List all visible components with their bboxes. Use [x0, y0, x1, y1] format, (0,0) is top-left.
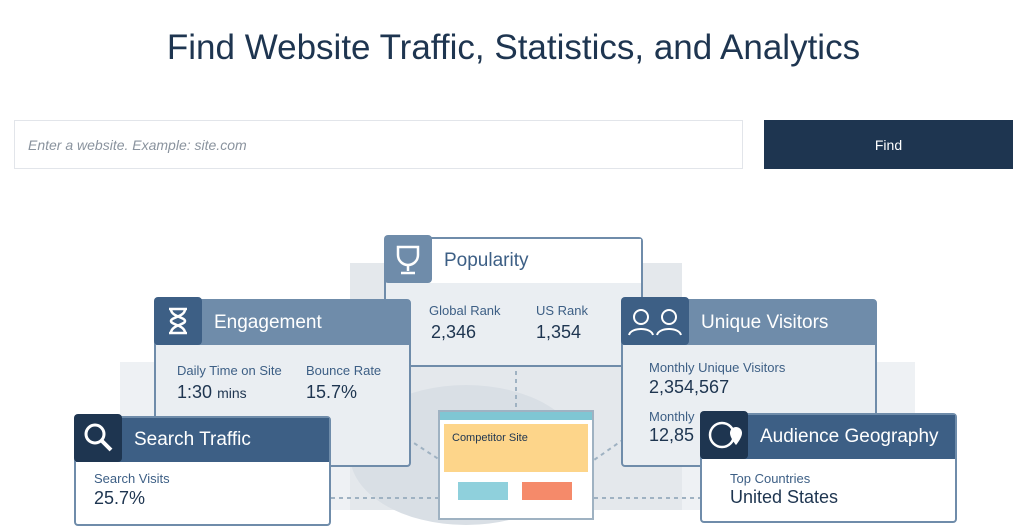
- icon: [384, 235, 432, 283]
- stat-value: 1,354: [536, 322, 582, 342]
- search-traffic-card: Search Traffic Search Visits 25.7%: [74, 414, 331, 526]
- stat-value: 1:30: [177, 382, 213, 402]
- stat-label: Top Countries: [730, 471, 811, 486]
- stat-value: United States: [730, 487, 839, 507]
- search-input[interactable]: [14, 120, 743, 169]
- stat-label: Monthly: [649, 409, 695, 424]
- stat-label: Search Visits: [94, 471, 170, 486]
- stat-label: Daily Time on Site: [177, 363, 282, 378]
- stat-label: Global Rank: [429, 303, 501, 318]
- stat-unit: mins: [217, 385, 247, 401]
- stat-value: 2,346: [431, 322, 477, 342]
- competitor-site: Competitor Site: [438, 410, 594, 520]
- icon: [74, 414, 122, 462]
- audience-geography-card: Audience Geography Top Countries United …: [700, 411, 957, 523]
- stat-label: Monthly Unique Visitors: [649, 360, 786, 375]
- stat-value: 15.7%: [306, 382, 358, 402]
- popularity-card: Popularity Global Rank 2,346 US Rank 1,3…: [384, 235, 643, 367]
- page-title: Find Website Traffic, Statistics, and An…: [166, 28, 861, 67]
- stat-label: US Rank: [536, 303, 589, 318]
- stat-value: 12,85: [649, 425, 695, 445]
- find-button[interactable]: Find: [764, 120, 1013, 169]
- icon: [154, 297, 202, 345]
- stat-label: Bounce Rate: [306, 363, 382, 378]
- stat-value: 1:30 mins: [177, 382, 247, 403]
- stat-value: 2,354,567: [649, 377, 730, 397]
- page: Find Website Traffic, Statistics, and An…: [14, 28, 1013, 526]
- icon: [621, 297, 689, 345]
- competitor-label: Competitor Site: [444, 424, 588, 472]
- icon: [700, 411, 748, 459]
- stat-value: 25.7%: [94, 488, 146, 508]
